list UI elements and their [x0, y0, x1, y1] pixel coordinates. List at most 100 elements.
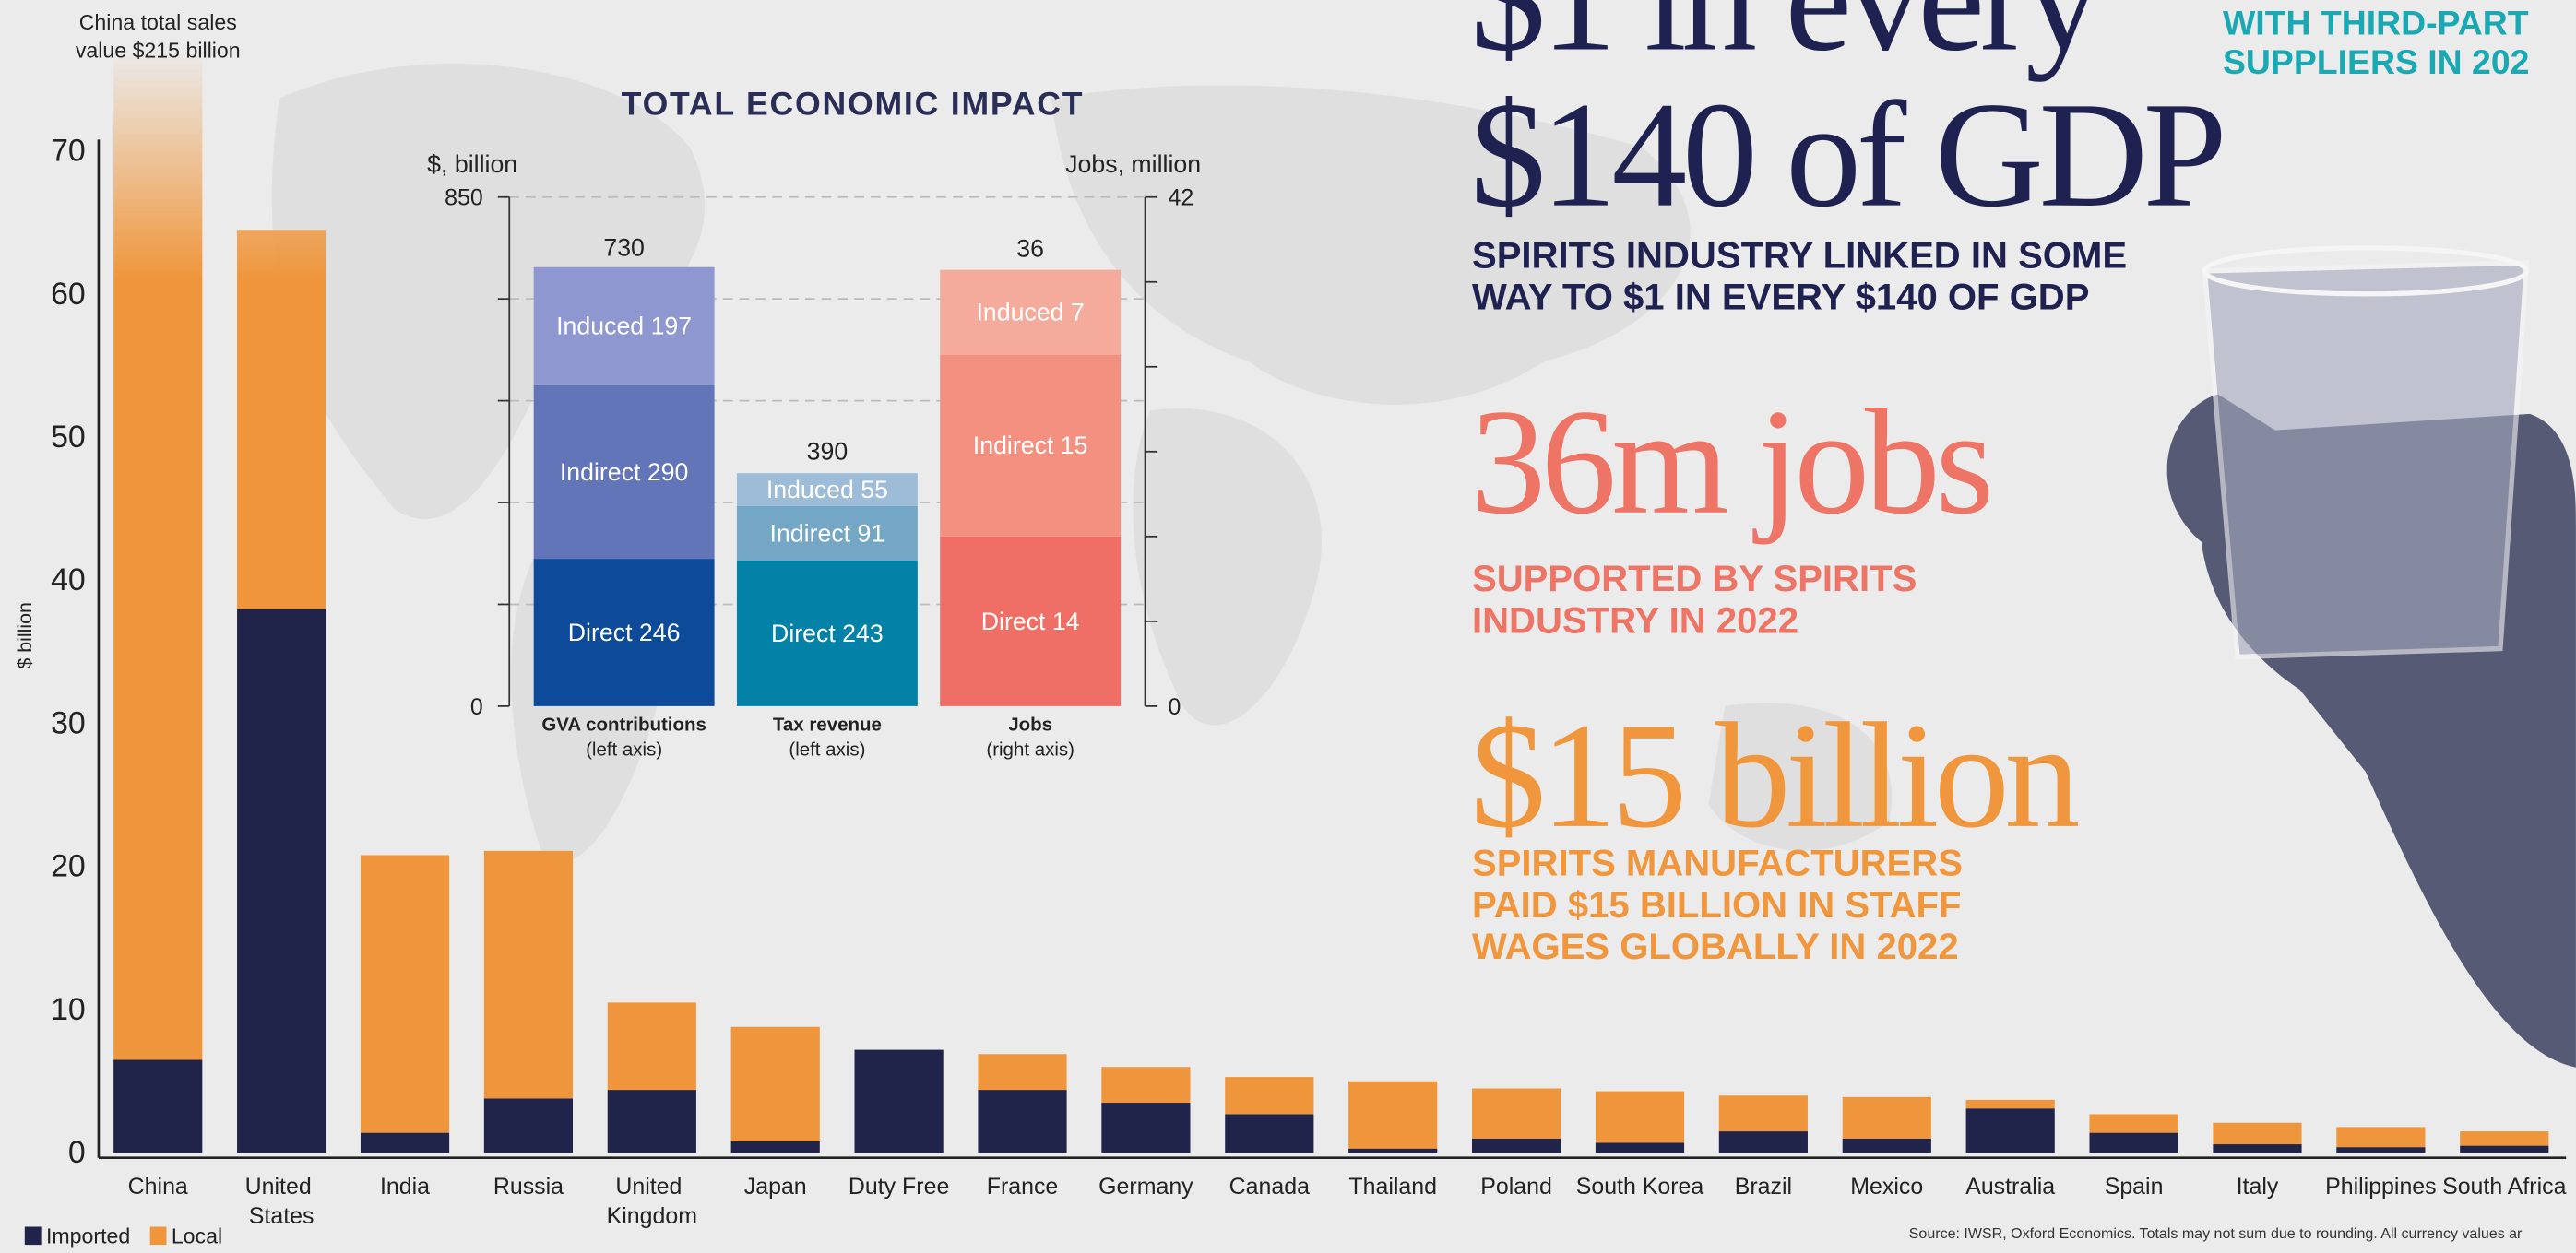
bar-segment — [361, 1133, 449, 1153]
bar-segment — [1348, 1082, 1437, 1149]
headline-sub: SPIRITS MANUFACTURERS — [1472, 843, 1963, 883]
corner-text: WITH THIRD-PART — [2223, 3, 2529, 41]
bar-segment — [361, 856, 449, 1133]
y2-tick-label: 0 — [1168, 694, 1181, 720]
segment-label: Indirect 15 — [973, 431, 1088, 459]
headline: $15 billion — [1470, 692, 2078, 859]
bar-segment — [484, 1098, 573, 1153]
bar-segment — [1843, 1139, 1931, 1153]
bar-segment — [2089, 1114, 2178, 1132]
bar-segment — [731, 1141, 820, 1153]
inset-title: TOTAL ECONOMIC IMPACT — [622, 86, 1085, 123]
y2-axis-title: Jobs, million — [1065, 150, 1201, 178]
bar-segment — [1101, 1067, 1190, 1103]
infographic: ChinaUnited StatesIndiaRussiaUnited King… — [0, 0, 2576, 1253]
bar-segment — [1225, 1077, 1313, 1114]
bar-segment — [978, 1054, 1066, 1090]
segment-label: Indirect 290 — [560, 458, 689, 486]
bar-segment — [113, 1059, 202, 1153]
x-tick-label: France — [987, 1174, 1059, 1200]
bar-segment — [1596, 1092, 1684, 1143]
bar-segment — [608, 1002, 696, 1090]
y-tick-label: 850 — [445, 185, 483, 211]
y-tick-label: 0 — [470, 694, 483, 720]
x-tick-label: Thailand — [1348, 1174, 1437, 1200]
y-tick-label: 10 — [51, 992, 86, 1027]
x-tick-label: Mexico — [1850, 1174, 1923, 1200]
y2-tick-label: 42 — [1168, 185, 1193, 211]
x-tick-label: Russia — [493, 1174, 564, 1200]
segment-label: Induced 55 — [766, 476, 888, 503]
bar-segment — [1472, 1089, 1561, 1139]
total-label: 730 — [603, 233, 645, 261]
page: ChinaUnited StatesIndiaRussiaUnited King… — [0, 0, 2576, 1253]
legend-swatch — [25, 1227, 42, 1246]
bar-segment — [608, 1090, 696, 1153]
headline: 36m jobs — [1470, 379, 1989, 546]
annotation: China total sales — [79, 10, 237, 34]
segment-label: Induced 7 — [977, 299, 1085, 326]
bar-segment — [978, 1090, 1066, 1153]
y-axis-title: $, billion — [427, 150, 517, 178]
x-tick-label: Duty Free — [849, 1174, 949, 1200]
x-tick-label: Poland — [1480, 1174, 1552, 1200]
bar-segment — [237, 609, 326, 1153]
bar-segment — [855, 1050, 944, 1153]
inset-category: GVA contributions — [541, 715, 706, 736]
bar-segment — [1101, 1103, 1190, 1153]
y-tick-label: 40 — [51, 562, 86, 597]
x-tick-label: South Africa — [2442, 1174, 2567, 1200]
x-tick-label: India — [380, 1174, 430, 1200]
x-tick-label: Brazil — [1735, 1174, 1792, 1200]
bar-segment — [1719, 1131, 1808, 1153]
x-tick-label: Australia — [1965, 1174, 2055, 1200]
inset-category-note: (left axis) — [586, 739, 662, 760]
x-tick-label: Italy — [2237, 1174, 2279, 1200]
inset-category-note: (left axis) — [789, 739, 865, 760]
y-tick-label: 20 — [51, 849, 86, 884]
inset-category: Jobs — [1008, 715, 1052, 736]
x-tick-label: Canada — [1229, 1174, 1310, 1200]
segment-label: Direct 14 — [981, 608, 1080, 635]
bar-segment — [1719, 1095, 1808, 1131]
source: Source: IWSR, Oxford Economics. Totals m… — [1909, 1225, 2523, 1242]
y-tick-label: 30 — [51, 705, 86, 740]
bar-segment — [237, 230, 326, 609]
legend-label: Local — [172, 1223, 222, 1247]
bar-segment — [2460, 1146, 2548, 1153]
legend-swatch — [150, 1227, 167, 1246]
bar-segment — [1348, 1149, 1437, 1153]
bar-segment — [2336, 1147, 2425, 1153]
y-tick-label: 0 — [68, 1135, 86, 1170]
headline: $140 of GDP — [1470, 72, 2222, 239]
inset-category: Tax revenue — [773, 715, 882, 736]
bar-segment — [1966, 1100, 2055, 1108]
legend-label: Imported — [46, 1223, 130, 1247]
bar-segment — [2089, 1133, 2178, 1153]
bar-segment — [1966, 1108, 2055, 1153]
bar-segment — [1843, 1097, 1931, 1139]
headline-sub: PAID $15 BILLION IN STAFF — [1472, 885, 1962, 926]
total-label: 390 — [807, 437, 849, 465]
total-label: 36 — [1016, 234, 1044, 262]
x-tick-label: Japan — [744, 1174, 807, 1200]
headline: $1 in every — [1470, 0, 2101, 82]
x-tick-label: Germany — [1098, 1174, 1193, 1200]
bar-segment — [1225, 1114, 1313, 1153]
segment-label: Indirect 91 — [770, 519, 885, 547]
bar-segment — [113, 0, 202, 1059]
annotation: value $215 billion — [76, 38, 241, 62]
y-axis-label: $ billion — [14, 602, 36, 668]
y-tick-label: 70 — [51, 134, 86, 169]
segment-label: Direct 246 — [568, 619, 681, 646]
bar-segment — [2460, 1131, 2548, 1146]
headline-sub: SUPPORTED BY SPIRITS — [1472, 559, 1917, 599]
segment-label: Induced 197 — [556, 313, 692, 340]
x-tick-label: China — [128, 1174, 188, 1200]
y-tick-label: 60 — [51, 277, 86, 312]
x-tick-label: Spain — [2105, 1174, 2164, 1200]
segment-label: Direct 243 — [771, 620, 884, 647]
bar-segment — [731, 1027, 820, 1141]
headline-sub: WAY TO $1 IN EVERY $140 OF GDP — [1472, 278, 2089, 318]
x-tick-label: South Korea — [1576, 1174, 1704, 1200]
